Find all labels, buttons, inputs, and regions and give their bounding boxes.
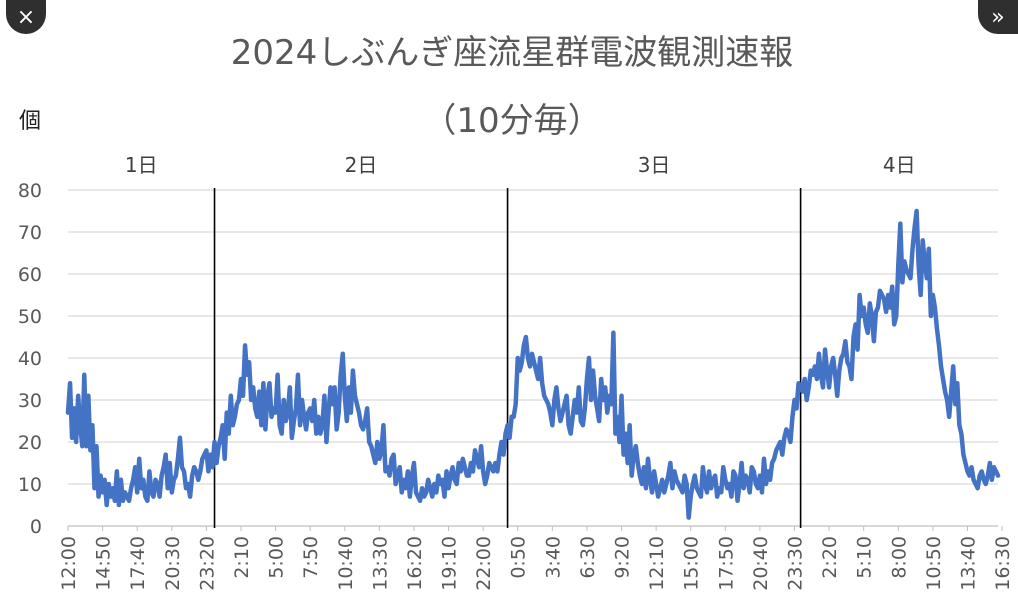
close-icon: ×: [16, 4, 36, 30]
x-tick-labels: 12:00 14:50 17:40 20:30 23:20 2:10 5:00 7:50 10:…: [58, 526, 1014, 591]
double-chevron-icon: »: [991, 4, 1005, 30]
y-tick-label: 70: [18, 222, 42, 244]
x-tick-label: 2:10: [231, 536, 253, 579]
y-tick-labels: 0 10 20 30 40 50 60 70 80: [18, 180, 42, 538]
x-tick-label: 12:10: [646, 536, 668, 591]
chart-title: 2024しぶんぎ座流星群電波観測速報: [231, 33, 794, 73]
x-tick-label: 16:30: [992, 536, 1014, 591]
day-labels: 1日 2日 3日 4日: [125, 153, 916, 177]
y-tick-label: 50: [18, 306, 42, 328]
x-tick-label: 2:20: [819, 536, 841, 579]
day-label: 4日: [883, 153, 916, 177]
close-button[interactable]: ×: [6, 0, 46, 34]
x-tick-label: 5:00: [266, 536, 288, 579]
x-tick-label: 23:30: [784, 536, 806, 591]
x-tick-label: 16:20: [404, 536, 426, 591]
x-tick-label: 13:30: [369, 536, 391, 591]
day-label: 1日: [125, 153, 158, 177]
expand-button[interactable]: »: [978, 0, 1018, 34]
day-label: 2日: [345, 153, 378, 177]
x-tick-label: 20:30: [162, 536, 184, 591]
x-tick-label: 9:20: [612, 536, 634, 579]
y-tick-label: 30: [18, 390, 42, 412]
y-tick-label: 20: [18, 432, 42, 454]
x-tick-label: 15:00: [681, 536, 703, 591]
y-axis-unit-label: 個: [19, 109, 41, 134]
x-tick-label: 8:00: [888, 536, 910, 579]
series-layer: [65, 208, 1001, 520]
x-tick-label: 14:50: [93, 536, 115, 591]
y-tick-label: 10: [18, 474, 42, 496]
x-tick-label: 7:50: [300, 536, 322, 579]
x-tick-label: 5:10: [854, 536, 876, 579]
y-tick-label: 80: [18, 180, 42, 202]
x-tick-label: 17:50: [715, 536, 737, 591]
y-tick-label: 60: [18, 264, 42, 286]
y-tick-label: 40: [18, 348, 42, 370]
x-tick-label: 23:20: [196, 536, 218, 591]
x-tick-label: 10:50: [923, 536, 945, 591]
x-tick-label: 6:30: [577, 536, 599, 579]
day-dividers: [213, 188, 802, 528]
x-tick-label: 13:40: [957, 536, 979, 591]
x-tick-label: 22:00: [473, 536, 495, 591]
x-tick-label: 19:10: [439, 536, 461, 591]
x-tick-label: 10:40: [335, 536, 357, 591]
day-label: 3日: [638, 153, 671, 177]
series-line: [65, 208, 1001, 520]
y-tick-label: 0: [30, 516, 42, 538]
x-tick-label: 0:50: [508, 536, 530, 579]
chart-subtitle: （10分毎）: [422, 101, 601, 141]
x-tick-label: 20:40: [750, 536, 772, 591]
x-tick-label: 12:00: [58, 536, 80, 591]
x-tick-label: 17:40: [127, 536, 149, 591]
x-tick-label: 3:40: [542, 536, 564, 579]
